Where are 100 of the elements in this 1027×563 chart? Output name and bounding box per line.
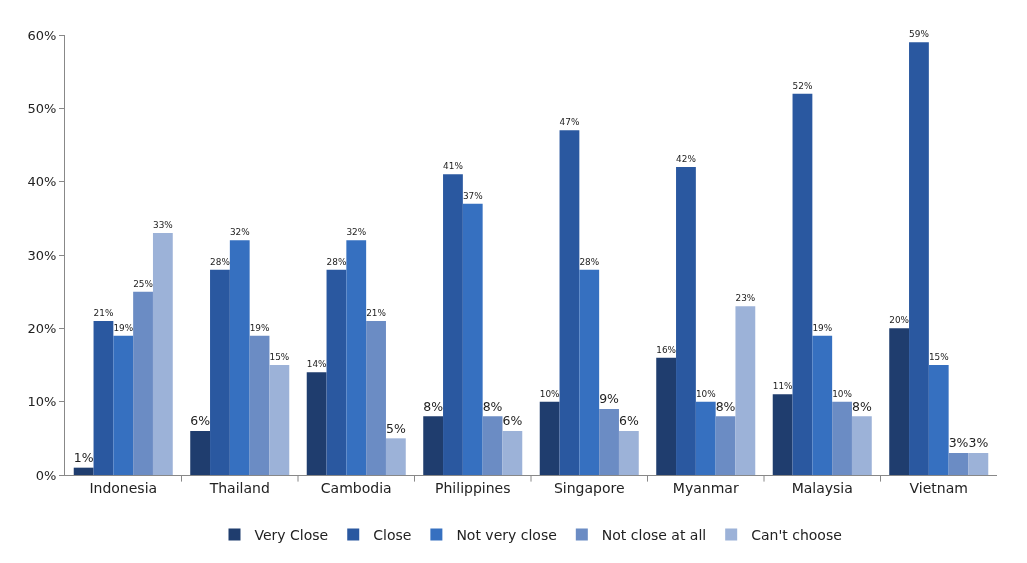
data-label: 32%	[229, 227, 250, 238]
bar	[851, 416, 872, 475]
bar	[152, 233, 173, 475]
x-tick-label: Thailand	[208, 479, 270, 496]
bar	[579, 269, 600, 475]
bar	[210, 269, 230, 475]
bar	[462, 203, 483, 475]
bar	[249, 335, 270, 475]
bar	[539, 401, 560, 475]
x-tick-label: Philippines	[435, 479, 511, 496]
bar	[229, 240, 250, 475]
bar	[423, 416, 444, 475]
y-tick-label: 10%	[27, 394, 57, 410]
data-label: 10%	[539, 388, 560, 399]
bar	[772, 394, 793, 475]
bar	[133, 291, 153, 475]
y-tick-label: 50%	[27, 100, 57, 116]
bar	[656, 357, 677, 475]
bar	[928, 365, 949, 475]
x-tick-label: Myanmar	[672, 479, 739, 496]
data-label: 19%	[812, 322, 833, 333]
bar	[306, 372, 327, 475]
data-label: 28%	[210, 256, 230, 267]
bar	[269, 365, 290, 475]
data-label: 8%	[482, 398, 503, 414]
data-label: 21%	[366, 308, 386, 319]
data-label: 19%	[113, 322, 134, 333]
data-label: 8%	[423, 398, 444, 414]
x-tick-label: Indonesia	[89, 479, 158, 496]
bar	[792, 93, 813, 475]
data-label: 52%	[792, 80, 813, 91]
data-label: 16%	[656, 344, 677, 355]
x-tick-label: Singapore	[553, 479, 625, 496]
data-label: 15%	[928, 352, 949, 363]
bar	[559, 130, 580, 475]
data-label: 3%	[968, 435, 989, 451]
data-label: 21%	[93, 308, 114, 319]
bar	[443, 174, 463, 475]
x-tick-label: Malaysia	[791, 479, 853, 496]
bar	[618, 431, 639, 475]
bar	[113, 335, 134, 475]
data-label: 6%	[190, 413, 211, 429]
bar	[385, 438, 406, 475]
bar	[502, 431, 523, 475]
data-label: 6%	[502, 413, 523, 429]
bar	[909, 42, 929, 475]
x-tick-label: Vietnam	[909, 479, 968, 496]
bar	[73, 467, 94, 475]
y-tick-label: 0%	[35, 467, 57, 483]
data-label: 41%	[443, 161, 463, 172]
legend-label: Very Close	[254, 527, 329, 544]
x-tick-label: Cambodia	[320, 479, 392, 496]
data-label: 42%	[676, 154, 696, 165]
data-label: 25%	[133, 278, 153, 289]
y-tick-label: 60%	[27, 27, 57, 43]
bar	[482, 416, 503, 475]
data-label: 20%	[889, 315, 910, 326]
bar	[326, 269, 347, 475]
data-label: 28%	[579, 256, 600, 267]
legend-label: Can't choose	[751, 527, 842, 544]
bar	[93, 321, 114, 475]
data-label: 32%	[346, 227, 367, 238]
data-label: 59%	[909, 29, 929, 40]
bar	[889, 328, 910, 475]
bar	[366, 321, 386, 475]
bar	[599, 409, 619, 475]
data-label: 10%	[832, 388, 852, 399]
data-label: 33%	[152, 220, 173, 231]
bar	[190, 431, 211, 475]
bar	[735, 306, 756, 475]
y-tick-label: 30%	[27, 247, 57, 263]
data-label: 14%	[306, 359, 327, 370]
data-label: 8%	[715, 398, 736, 414]
data-label: 5%	[385, 420, 406, 436]
legend-label: Close	[373, 527, 412, 544]
data-label: 37%	[462, 190, 483, 201]
legend-label: Not close at all	[601, 527, 707, 544]
bar	[968, 453, 989, 475]
bar	[695, 401, 716, 475]
data-label: 6%	[618, 413, 639, 429]
data-label: 47%	[559, 117, 580, 128]
data-label: 15%	[269, 352, 290, 363]
y-tick-label: 20%	[27, 320, 57, 336]
data-label: 10%	[695, 388, 716, 399]
data-label: 11%	[772, 381, 793, 392]
data-label: 28%	[326, 256, 347, 267]
bar	[346, 240, 367, 475]
data-label: 23%	[735, 293, 756, 304]
bar	[715, 416, 736, 475]
legend-label: Not very close	[456, 527, 557, 544]
bar	[948, 453, 969, 475]
data-label: 3%	[948, 435, 969, 451]
data-label: 8%	[851, 398, 872, 414]
bar	[832, 401, 852, 475]
data-label: 9%	[599, 391, 620, 407]
bar	[812, 335, 833, 475]
y-tick-label: 40%	[27, 174, 57, 190]
data-label: 19%	[249, 322, 270, 333]
bar	[676, 167, 696, 475]
data-label: 1%	[73, 450, 94, 465]
